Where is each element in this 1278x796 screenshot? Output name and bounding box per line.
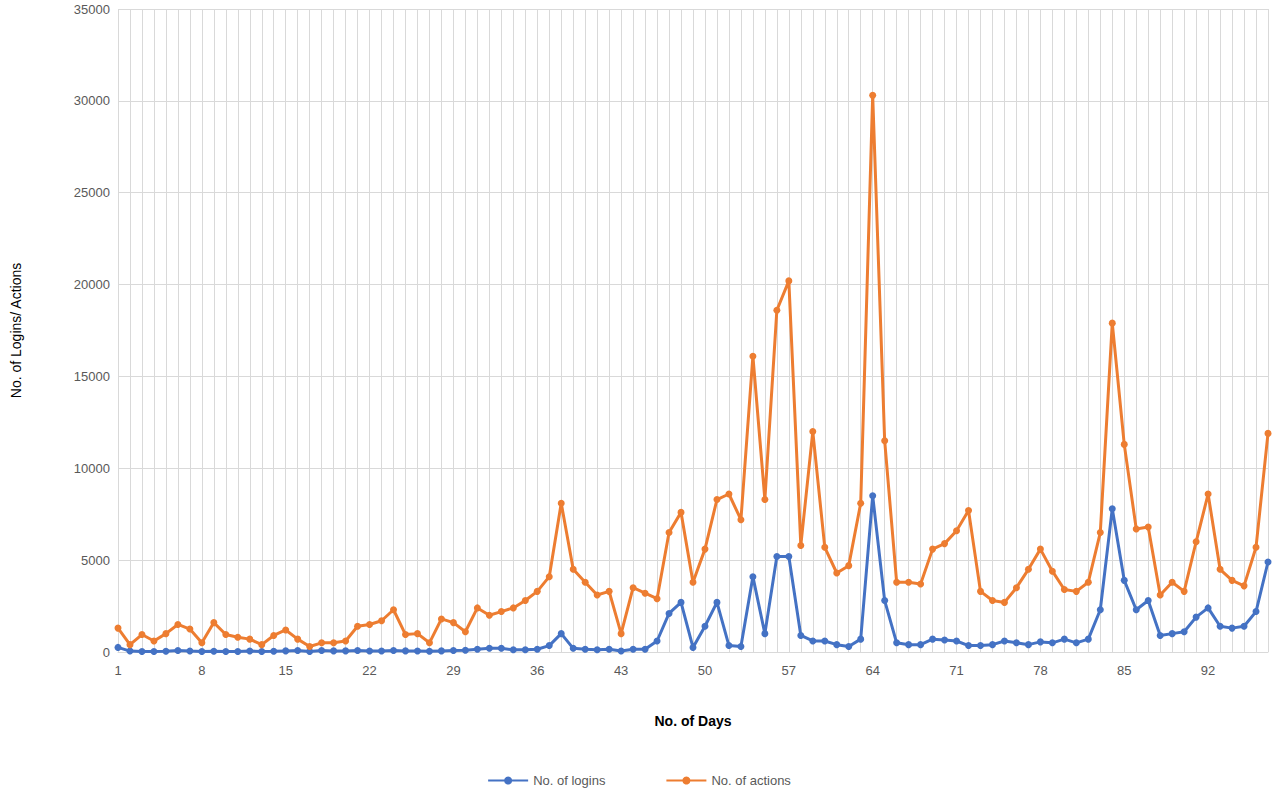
svg-text:10000: 10000 [74,461,110,476]
svg-text:43: 43 [614,663,628,678]
svg-text:15: 15 [278,663,292,678]
svg-text:No. of logins: No. of logins [533,773,606,788]
svg-text:1: 1 [114,663,121,678]
svg-text:5000: 5000 [81,553,110,568]
svg-text:29: 29 [446,663,460,678]
svg-text:92: 92 [1201,663,1215,678]
svg-text:50: 50 [698,663,712,678]
svg-text:No. of Logins/ Actions: No. of Logins/ Actions [8,263,24,398]
svg-text:No. of actions: No. of actions [711,773,791,788]
svg-text:20000: 20000 [74,277,110,292]
svg-text:15000: 15000 [74,369,110,384]
svg-text:No. of Days: No. of Days [654,713,731,729]
svg-text:30000: 30000 [74,93,110,108]
svg-text:36: 36 [530,663,544,678]
svg-text:71: 71 [949,663,963,678]
svg-text:64: 64 [865,663,879,678]
svg-text:35000: 35000 [74,2,110,17]
svg-text:57: 57 [782,663,796,678]
svg-text:0: 0 [103,645,110,660]
svg-text:85: 85 [1117,663,1131,678]
svg-text:25000: 25000 [74,185,110,200]
svg-text:22: 22 [362,663,376,678]
svg-text:78: 78 [1033,663,1047,678]
svg-text:8: 8 [198,663,205,678]
